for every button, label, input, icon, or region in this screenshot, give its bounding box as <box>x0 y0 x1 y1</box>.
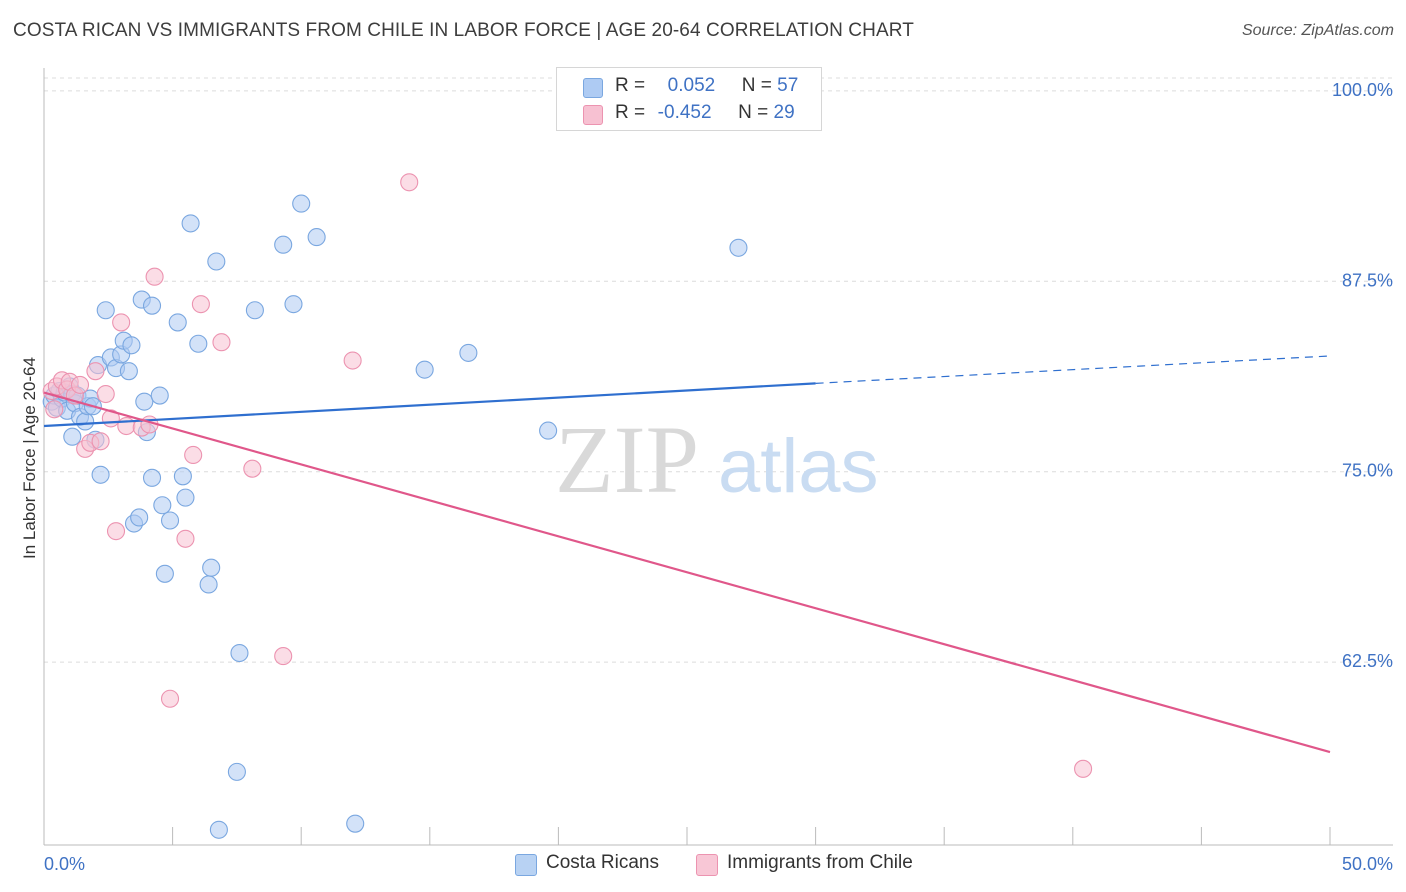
point-costa-rican <box>173 467 192 486</box>
legend-swatch-blue <box>515 854 537 876</box>
point-costa-rican <box>199 575 218 594</box>
source-label: Source: ZipAtlas.com <box>1241 22 1394 39</box>
point-chile <box>212 333 231 352</box>
point-costa-rican <box>729 238 748 257</box>
chart-title: COSTA RICAN VS IMMIGRANTS FROM CHILE IN … <box>13 20 914 41</box>
point-costa-rican <box>91 465 110 484</box>
point-chile <box>184 445 203 465</box>
point-costa-rican <box>176 488 195 507</box>
point-costa-rican <box>155 564 174 583</box>
point-costa-rican <box>142 468 162 487</box>
point-costa-rican <box>284 295 303 314</box>
axes <box>43 68 1393 846</box>
legend-r-label: R = <box>615 102 646 123</box>
point-costa-rican <box>207 252 226 271</box>
legend-r-value: -0.452 <box>657 102 712 123</box>
legend-swatch-pink <box>583 105 603 125</box>
point-costa-rican <box>209 820 228 839</box>
legend-swatch-pink <box>696 854 718 876</box>
x-tick-label: 50.0% <box>1342 854 1393 874</box>
series-legend: Costa Ricans Immigrants from Chile <box>0 852 1406 878</box>
point-costa-rican <box>122 336 141 355</box>
point-costa-rican <box>181 214 200 233</box>
point-costa-rican <box>130 508 149 527</box>
trend-line-chile <box>43 391 1331 754</box>
point-costa-rican <box>142 296 162 315</box>
point-costa-rican <box>63 427 82 446</box>
legend-n-label: N = <box>738 102 769 123</box>
point-chile <box>243 459 262 478</box>
point-chile <box>70 375 90 394</box>
point-costa-rican <box>245 301 264 320</box>
point-chile <box>1074 759 1093 778</box>
point-chile <box>86 362 105 381</box>
stats-legend: R = 0.052 N = 57 R = -0.452 N = 29 <box>556 67 822 131</box>
point-costa-rican <box>150 386 169 405</box>
legend-n-value: 29 <box>773 102 795 123</box>
point-costa-rican <box>160 511 180 530</box>
point-costa-rican <box>415 360 434 379</box>
point-costa-rican <box>346 814 365 833</box>
point-chile <box>145 267 164 286</box>
legend-r-label: R = <box>615 75 646 96</box>
watermark: ZIP atlas <box>555 406 879 513</box>
trend-line-costa-ricans-extension <box>815 355 1331 384</box>
point-costa-rican <box>274 235 293 254</box>
legend-label: Costa Ricans <box>546 852 659 873</box>
legend-n-label: N = <box>741 75 772 96</box>
point-chile <box>96 384 115 404</box>
y-tick-label: 62.5% <box>1342 651 1393 671</box>
y-tick-labels: 100.0% 87.5% 75.0% 62.5% <box>1332 80 1393 671</box>
point-costa-rican <box>292 194 311 213</box>
point-costa-rican <box>230 643 249 663</box>
point-costa-rican <box>459 343 478 362</box>
point-costa-rican <box>202 558 221 577</box>
y-tick-label: 100.0% <box>1332 80 1393 100</box>
point-costa-rican <box>119 362 138 381</box>
point-chile <box>343 351 362 370</box>
trend-lines <box>43 355 1331 754</box>
point-chile <box>45 400 64 419</box>
watermark-atlas: atlas <box>718 424 879 509</box>
point-chile <box>274 647 293 666</box>
point-chile <box>106 522 126 541</box>
trend-line-costa-ricans <box>43 382 816 428</box>
y-axis-title: In Labor Force | Age 20-64 <box>20 357 39 559</box>
x-tick-labels: 0.0% 50.0% <box>44 854 1393 874</box>
point-chile <box>400 173 419 192</box>
point-chile <box>91 432 110 451</box>
point-costa-rican <box>168 313 187 332</box>
x-tick-label: 0.0% <box>44 854 85 874</box>
point-costa-rican <box>96 301 115 320</box>
legend-swatch-blue <box>583 78 603 98</box>
point-costa-rican <box>153 496 172 515</box>
point-costa-rican <box>76 412 95 431</box>
y-tick-label: 87.5% <box>1342 270 1393 290</box>
point-costa-rican <box>539 421 558 440</box>
point-chile <box>176 529 195 548</box>
point-chile <box>191 295 210 314</box>
point-costa-rican <box>307 228 326 247</box>
legend-n-value: 57 <box>777 75 799 96</box>
point-costa-rican <box>189 334 208 353</box>
y-tick-label: 75.0% <box>1342 461 1393 481</box>
legend-r-value: 0.052 <box>667 75 716 96</box>
gridlines <box>44 77 1393 663</box>
legend-label: Immigrants from Chile <box>727 852 913 873</box>
point-chile <box>160 689 180 708</box>
point-chile <box>112 313 131 332</box>
point-costa-rican <box>227 762 246 781</box>
point-costa-rican <box>135 392 154 411</box>
watermark-zip: ZIP <box>555 406 699 513</box>
